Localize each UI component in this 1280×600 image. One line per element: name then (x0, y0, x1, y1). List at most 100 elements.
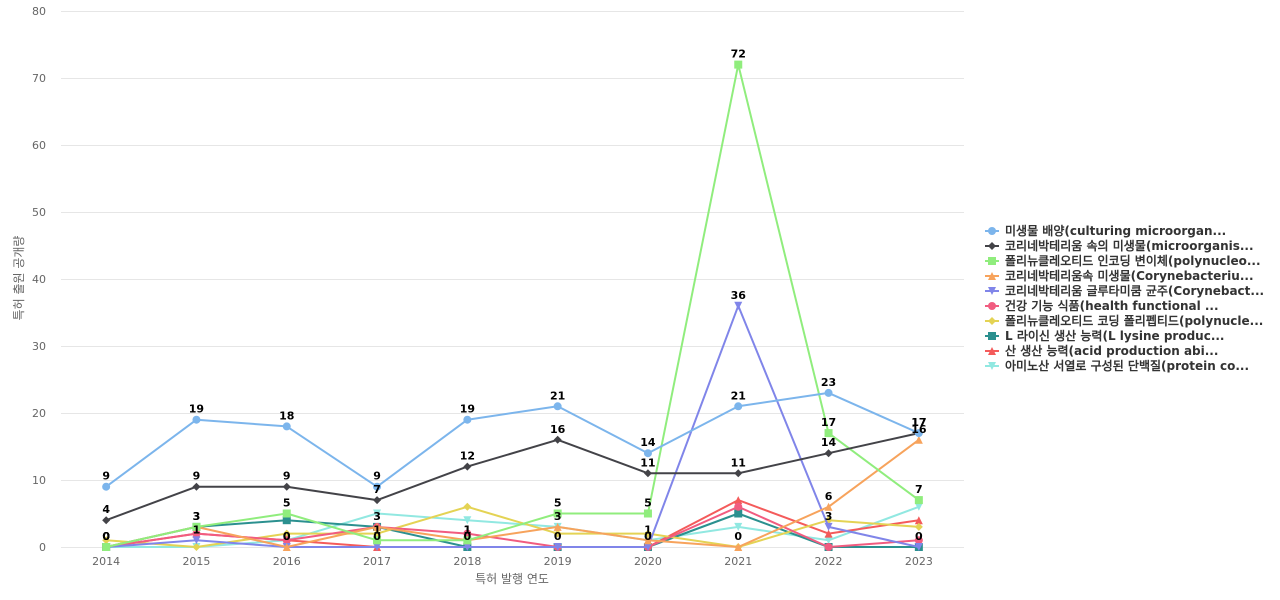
series-코리네박테리움 글루타미쿰 균주(Corynebact...[interactable] (102, 301, 923, 551)
y-tick-label: 80 (32, 5, 46, 18)
legend-label: 미생물 배양(culturing microorgan... (1005, 223, 1226, 238)
legend-item[interactable]: 코리네박테리움 속의 미생물(microorganis... (985, 238, 1254, 253)
data-label: 3 (373, 510, 381, 523)
data-point (192, 522, 201, 531)
series-폴리뉴클레오티드 인코딩 변이체(polynucleo...[interactable] (102, 60, 923, 551)
legend-label: 산 생산 능력(acid production abi... (1005, 343, 1218, 358)
x-tick-label: 2022 (815, 555, 843, 568)
legend-item[interactable]: 아미노산 서열로 구성된 단백질(protein co... (985, 358, 1249, 373)
data-label: 3 (193, 510, 201, 523)
data-point (102, 543, 111, 551)
data-label: 5 (283, 497, 291, 510)
y-tick-label: 10 (32, 474, 46, 487)
data-point (914, 543, 923, 551)
x-tick-label: 2014 (92, 555, 120, 568)
data-label: 12 (460, 450, 475, 463)
data-point (553, 522, 562, 531)
data-point (734, 60, 743, 69)
series-line (106, 505, 919, 548)
data-label: 1 (464, 523, 472, 536)
legend-item[interactable]: 산 생산 능력(acid production abi... (985, 343, 1218, 358)
data-point (914, 502, 923, 511)
data-label: 9 (283, 470, 291, 483)
data-label: 3 (193, 510, 201, 523)
data-point (643, 509, 652, 518)
legend-marker (988, 332, 996, 340)
series-미생물 배양(culturing microorgan...[interactable] (102, 388, 923, 491)
data-point (373, 536, 382, 545)
data-label: 16 (550, 423, 566, 436)
data-point (282, 536, 291, 545)
data-point (553, 543, 562, 551)
data-point (373, 482, 382, 491)
legend-item[interactable]: 코리네박테리움속 미생물(Corynebacteriu... (985, 268, 1254, 283)
legend-item[interactable]: 폴리뉴클레오티드 코딩 폴리펩티드(polynucle... (985, 313, 1263, 328)
data-label: 0 (554, 530, 562, 543)
x-tick-label: 2015 (182, 555, 210, 568)
data-point (463, 543, 472, 551)
data-label: 0 (644, 530, 652, 543)
legend-marker (988, 302, 996, 310)
data-point (824, 543, 833, 551)
legend-item[interactable]: 코리네박테리움 글루타미쿰 균주(Corynebact... (985, 283, 1264, 298)
data-point (734, 469, 743, 478)
legend-item[interactable]: 건강 기능 식품(health functional ... (985, 298, 1219, 313)
series-코리네박테리움속 미생물(Corynebacteriu...[interactable] (102, 435, 923, 551)
legend-item[interactable]: 미생물 배양(culturing microorgan... (985, 223, 1226, 238)
y-tick-label: 70 (32, 72, 46, 85)
data-label: 19 (189, 403, 204, 416)
data-point (734, 301, 743, 310)
legend-item[interactable]: 폴리뉴클레오티드 인코딩 변이체(polynucleo... (985, 253, 1261, 268)
data-point (914, 435, 923, 444)
legend-marker (988, 227, 996, 235)
data-label: 1 (373, 523, 381, 536)
data-point (553, 435, 562, 444)
legend-label: 코리네박테리움속 미생물(Corynebacteriu... (1005, 268, 1254, 283)
data-point (282, 529, 291, 538)
legend-label: 아미노산 서열로 구성된 단백질(protein co... (1005, 358, 1249, 373)
data-label: 16 (911, 423, 927, 436)
data-label: 0 (464, 530, 472, 543)
legend-label: 코리네박테리움 글루타미쿰 균주(Corynebact... (1005, 283, 1264, 298)
data-point (824, 388, 833, 397)
data-point (282, 543, 291, 551)
legend-label: L 라이신 생산 능력(L lysine produc... (1005, 328, 1225, 343)
series-line (105, 432, 920, 522)
data-label: 0 (373, 530, 381, 543)
data-point (734, 502, 743, 511)
data-point (914, 522, 923, 531)
legend-marker (988, 272, 996, 280)
data-label: 21 (731, 389, 746, 402)
data-point (643, 469, 652, 478)
y-tick-label: 20 (32, 407, 46, 420)
data-label: 23 (821, 376, 836, 389)
data-label: 3 (825, 510, 833, 523)
data-point (824, 522, 833, 531)
data-point (643, 543, 652, 551)
legend-item[interactable]: L 라이신 생산 능력(L lysine produc... (985, 328, 1225, 343)
legend-marker (988, 242, 996, 250)
data-point (373, 509, 382, 518)
x-tick-label: 2023 (905, 555, 933, 568)
data-label: 1 (644, 523, 652, 536)
series-폴리뉴클레오티드 코딩 폴리펩티드(polynucle...[interactable] (102, 502, 923, 551)
data-point (463, 529, 472, 538)
data-point (192, 415, 201, 424)
data-label: 4 (102, 503, 110, 516)
data-point (192, 536, 201, 545)
data-label: 9 (102, 470, 110, 483)
data-point (373, 496, 382, 505)
data-label: 17 (911, 416, 926, 429)
data-point (734, 543, 743, 551)
x-axis-title: 특허 발행 연도 (475, 571, 549, 586)
legend-marker (988, 362, 996, 370)
y-tick-label: 30 (32, 340, 46, 353)
data-point (643, 529, 652, 538)
legend-marker (988, 257, 996, 265)
series-line (105, 391, 920, 488)
data-point (734, 509, 743, 518)
y-axis-title: 특허 출원 공개량 (12, 236, 26, 321)
series-코리네박테리움 속의 미생물(microorganis...[interactable] (102, 429, 923, 525)
legend-marker (988, 317, 996, 325)
data-label: 0 (283, 530, 291, 543)
